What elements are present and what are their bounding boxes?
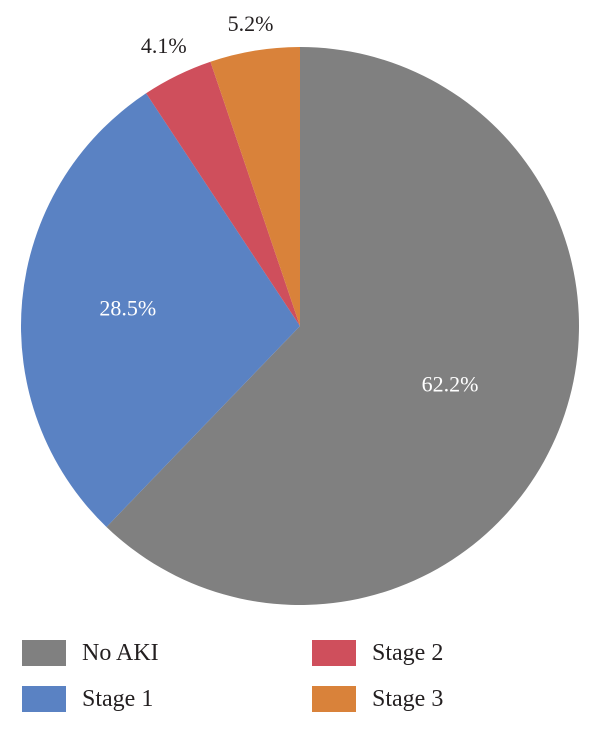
legend-item-stage-2: Stage 2 [312, 636, 443, 670]
legend-label-stage-3: Stage 3 [372, 685, 444, 712]
data-label-no-aki: 62.2% [422, 372, 479, 397]
pie-slices [20, 47, 579, 605]
legend-swatch-stage-1 [22, 686, 66, 712]
data-label-stage-3: 5.2% [228, 11, 274, 36]
data-label-stage-1: 28.5% [99, 295, 156, 320]
legend-item-stage-1: Stage 1 [22, 682, 153, 716]
legend-label-no-aki: No AKI [82, 639, 159, 666]
legend-label-stage-1: Stage 1 [82, 685, 154, 712]
pie-slice-no-aki [106, 47, 579, 605]
pie-slice-stage-3 [210, 47, 300, 326]
pie-data-labels: 62.2% 28.5% 4.1% 5.2% [99, 11, 478, 397]
data-label-stage-2: 4.1% [141, 33, 187, 58]
legend-label-stage-2: Stage 2 [372, 639, 444, 666]
legend: No AKI Stage 1 Stage 2 Stage 3 [0, 620, 600, 735]
legend-swatch-no-aki [22, 640, 66, 666]
pie-slice-stage-2 [146, 61, 300, 326]
legend-swatch-stage-3 [312, 686, 356, 712]
legend-item-no-aki: No AKI [22, 636, 159, 670]
pie-chart: 62.2% 28.5% 4.1% 5.2% [20, 11, 579, 605]
legend-swatch-stage-2 [312, 640, 356, 666]
pie-slice-stage-1 [20, 93, 300, 527]
legend-item-stage-3: Stage 3 [312, 682, 443, 716]
